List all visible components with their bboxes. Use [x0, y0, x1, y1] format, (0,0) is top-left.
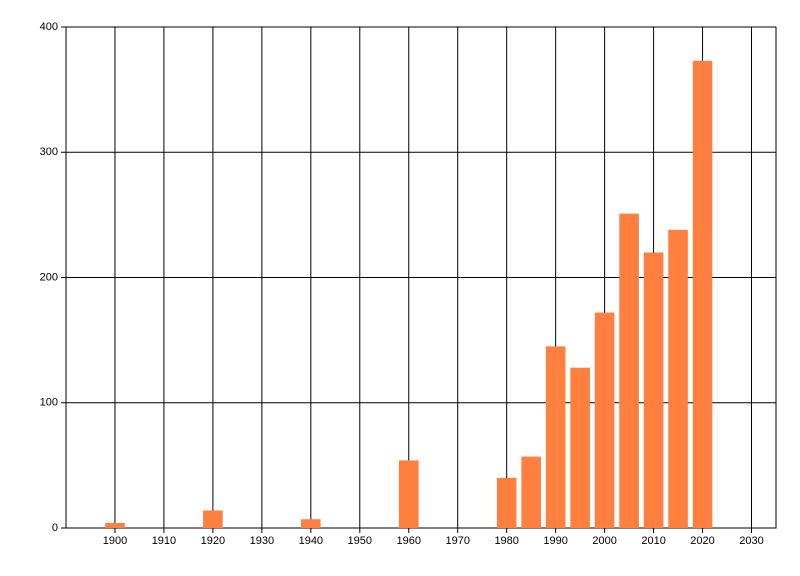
plot-border — [65, 26, 777, 529]
x-tick-label: 1930 — [250, 535, 274, 547]
x-tick-label: 2000 — [592, 535, 616, 547]
bar — [668, 229, 688, 528]
x-tick-label: 1980 — [494, 535, 518, 547]
bar — [643, 252, 664, 528]
bar — [105, 522, 125, 528]
bar — [692, 60, 713, 528]
x-tick-label: 2020 — [690, 535, 714, 547]
y-tick-label: 200 — [40, 271, 58, 283]
y-tick-label: 400 — [40, 21, 58, 33]
bar — [398, 460, 419, 528]
x-tick-label: 1940 — [299, 535, 323, 547]
y-tick-label: 100 — [40, 397, 58, 409]
bar — [203, 510, 223, 528]
x-tick-label: 1990 — [543, 535, 567, 547]
bar — [570, 367, 590, 528]
x-tick-label: 1960 — [397, 535, 421, 547]
x-tick-label: 1950 — [348, 535, 372, 547]
x-tick-label: 1910 — [152, 535, 176, 547]
x-tick-label: 2010 — [641, 535, 665, 547]
bar — [301, 519, 321, 528]
x-tick-label: 2030 — [739, 535, 763, 547]
y-tick-label: 300 — [40, 146, 58, 158]
x-tick-label: 1970 — [445, 535, 469, 547]
bar — [521, 456, 541, 528]
bar — [619, 213, 639, 528]
y-tick-label: 0 — [52, 522, 58, 534]
bar — [545, 346, 566, 528]
bar — [594, 312, 615, 528]
x-tick-label: 1920 — [201, 535, 225, 547]
bar — [496, 477, 517, 528]
x-tick-label: 1900 — [103, 535, 127, 547]
